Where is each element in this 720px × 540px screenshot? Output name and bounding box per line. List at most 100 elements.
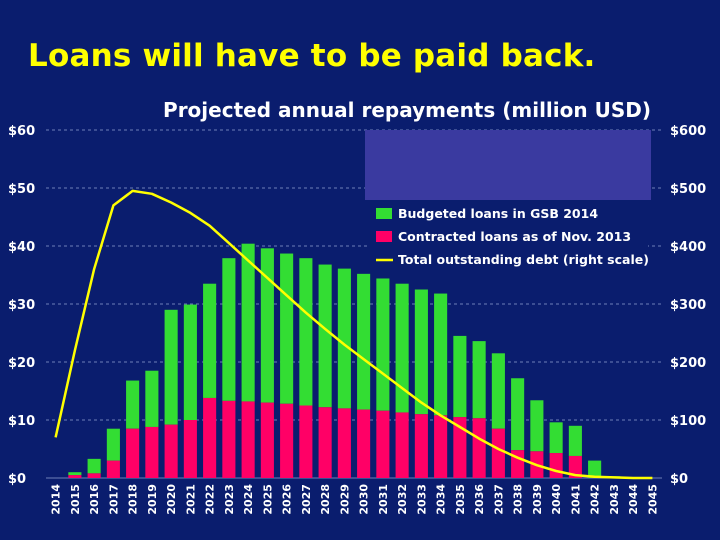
bar-budgeted-2023 — [222, 258, 236, 401]
x-tick-label-2014: 2014 — [50, 484, 63, 515]
debt-line — [54, 189, 653, 480]
right-tick-label-2: $200 — [670, 356, 706, 371]
x-tick-label-2018: 2018 — [127, 484, 140, 515]
x-tick-label-2025: 2025 — [261, 484, 274, 515]
x-tick-label-2030: 2030 — [358, 484, 371, 515]
x-tick-label-2024: 2024 — [242, 484, 255, 515]
x-tick-label-2028: 2028 — [319, 484, 332, 515]
bar-budgeted-2022 — [203, 283, 217, 398]
left-y-axis: $0 $10 $20 $30 $40 $50 $60 — [8, 124, 35, 487]
bar-contracted-2041 — [568, 455, 582, 478]
bar-budgeted-2036 — [472, 341, 486, 419]
bar-budgeted-2017 — [106, 428, 120, 461]
legend-panel — [369, 200, 648, 270]
legend-label-debt: Total outstanding debt (right scale) — [398, 252, 649, 267]
bar-budgeted-2033 — [414, 289, 428, 415]
bar-contracted-2026 — [280, 403, 294, 478]
right-tick-label-6: $600 — [670, 124, 706, 139]
bar-contracted-2025 — [260, 402, 274, 478]
bar-budgeted-2041 — [568, 425, 582, 456]
x-tick-label-2043: 2043 — [608, 484, 621, 515]
bar-contracted-2037 — [491, 428, 505, 478]
x-tick-label-2026: 2026 — [281, 484, 294, 515]
bar-contracted-2040 — [549, 453, 563, 478]
x-tick-label-2015: 2015 — [69, 484, 82, 515]
bar-contracted-2019 — [145, 426, 159, 478]
left-tick-label-5: $50 — [8, 182, 35, 197]
right-tick-label-1: $100 — [670, 414, 706, 429]
bar-budgeted-2042 — [588, 460, 602, 478]
legend-label-budgeted: Budgeted loans in GSB 2014 — [398, 206, 598, 221]
bar-contracted-2029 — [337, 408, 351, 478]
bar-budgeted-2035 — [453, 335, 467, 418]
bar-contracted-2030 — [357, 409, 371, 478]
left-tick-label-3: $30 — [8, 298, 35, 313]
bar-budgeted-2024 — [241, 243, 255, 402]
right-tick-label-4: $400 — [670, 240, 706, 255]
bar-contracted-2033 — [414, 414, 428, 478]
bar-budgeted-2032 — [395, 283, 409, 413]
bar-budgeted-2038 — [511, 378, 525, 451]
bar-contracted-2027 — [299, 405, 313, 478]
x-tick-label-2021: 2021 — [184, 484, 197, 515]
x-tick-label-2019: 2019 — [146, 484, 159, 515]
x-tick-label-2042: 2042 — [589, 484, 602, 515]
bar-budgeted-2037 — [491, 353, 505, 429]
bar-budgeted-2030 — [357, 273, 371, 410]
x-tick-label-2038: 2038 — [512, 484, 525, 515]
bar-budgeted-2016 — [87, 458, 101, 474]
bar-budgeted-2020 — [164, 309, 178, 425]
bar-budgeted-2028 — [318, 264, 332, 408]
bar-contracted-2023 — [222, 400, 236, 478]
bar-budgeted-2029 — [337, 268, 351, 409]
x-tick-label-2039: 2039 — [531, 484, 544, 515]
bar-contracted-2022 — [203, 397, 217, 478]
x-tick-label-2041: 2041 — [569, 484, 582, 515]
x-tick-label-2032: 2032 — [396, 484, 409, 515]
x-tick-label-2040: 2040 — [550, 484, 563, 515]
bar-budgeted-2021 — [183, 304, 197, 420]
legend-swatch-contracted — [376, 231, 392, 242]
bar-contracted-2035 — [453, 417, 467, 478]
bar-contracted-2024 — [241, 401, 255, 478]
bar-budgeted-2034 — [434, 293, 448, 416]
right-tick-label-3: $300 — [670, 298, 706, 313]
bar-contracted-2031 — [376, 410, 390, 478]
x-tick-label-2036: 2036 — [473, 484, 486, 515]
bar-series — [68, 243, 621, 478]
bar-contracted-2034 — [434, 415, 448, 478]
bar-budgeted-2026 — [280, 253, 294, 404]
debt-line-series — [54, 189, 653, 480]
x-axis: 2014 2015 2016 2017 2018 2019 2020 2021 2022 2023… — [50, 484, 660, 515]
bar-contracted-2016 — [87, 473, 101, 478]
right-tick-label-5: $500 — [670, 182, 706, 197]
x-tick-label-2033: 2033 — [415, 484, 428, 515]
x-tick-label-2027: 2027 — [300, 484, 313, 515]
bar-budgeted-2025 — [260, 248, 274, 403]
right-tick-label-0: $0 — [670, 472, 688, 487]
bar-contracted-2020 — [164, 424, 178, 478]
bar-budgeted-2031 — [376, 278, 390, 411]
left-tick-label-6: $60 — [8, 124, 35, 139]
bar-contracted-2036 — [472, 418, 486, 478]
bar-budgeted-2040 — [549, 422, 563, 454]
legend-header-panel — [365, 130, 651, 200]
bar-budgeted-2039 — [530, 400, 544, 452]
slide-title: Loans will have to be paid back. — [28, 38, 596, 74]
x-tick-label-2020: 2020 — [165, 484, 178, 515]
left-tick-label-1: $10 — [8, 414, 35, 429]
x-tick-label-2022: 2022 — [204, 484, 217, 515]
x-tick-label-2035: 2035 — [454, 484, 467, 515]
x-tick-label-2031: 2031 — [377, 484, 390, 515]
x-tick-label-2044: 2044 — [627, 484, 640, 515]
bar-contracted-2032 — [395, 412, 409, 478]
bar-budgeted-2019 — [145, 370, 159, 427]
bar-budgeted-2027 — [299, 258, 313, 406]
bar-budgeted-2018 — [126, 380, 140, 429]
x-tick-label-2017: 2017 — [107, 484, 120, 515]
legend-label-contracted: Contracted loans as of Nov. 2013 — [398, 229, 631, 244]
x-tick-label-2029: 2029 — [338, 484, 351, 515]
chart-title: Projected annual repayments (million USD… — [163, 98, 651, 122]
x-tick-label-2045: 2045 — [646, 484, 659, 515]
